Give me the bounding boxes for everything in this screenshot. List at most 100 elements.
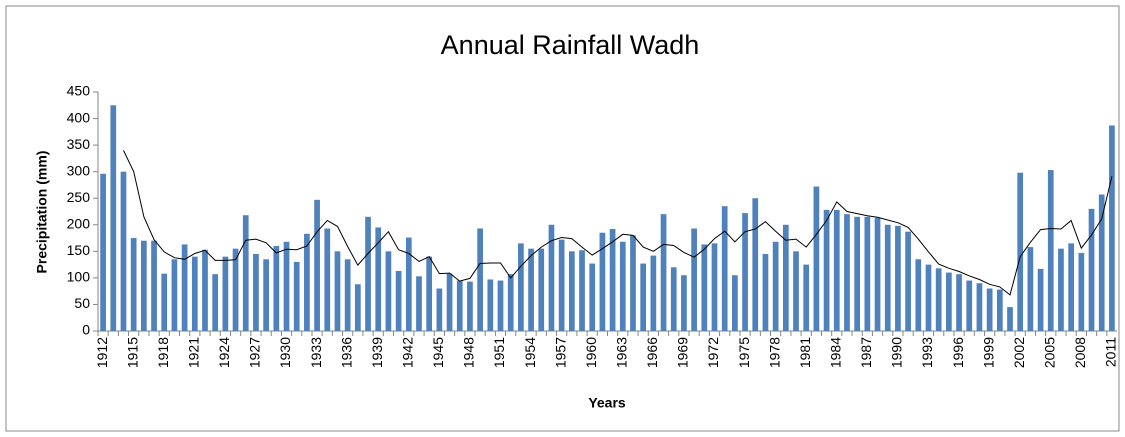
bar [100,173,106,331]
bar [619,241,626,331]
bar [202,249,208,331]
bar [946,272,952,331]
bar [120,171,127,331]
bar [191,256,198,331]
bar [1088,208,1095,331]
chart-border [5,5,1120,432]
bar [1068,243,1074,331]
bar [732,275,738,331]
bar [487,279,494,331]
bar [823,209,830,331]
bar [874,217,881,331]
y-tick-label: 350 [67,136,91,152]
x-tick-label: 1927 [247,337,263,368]
bar [884,224,891,331]
bar [253,253,259,331]
bar [589,263,596,331]
bar [293,261,300,331]
bar [752,198,759,331]
bar [395,270,402,331]
chart-title: Annual Rainfall Wadh [441,30,700,60]
bar [833,209,840,331]
bar [640,263,647,331]
x-tick-label: 2011 [1103,337,1119,367]
bar [772,241,779,331]
bar [416,276,422,331]
moving-average-line [123,150,1113,296]
y-tick-label: 300 [67,162,91,178]
x-tick-label: 1954 [522,337,538,368]
bar [161,273,168,331]
bar [1058,248,1064,331]
x-tick-label: 1987 [858,337,874,368]
x-tick-label: 1924 [216,337,232,368]
bar [1098,194,1105,331]
y-tick-label: 200 [67,215,91,231]
bar [701,244,708,331]
bar [1109,125,1115,332]
bar [375,227,382,331]
x-tick-label: 1990 [889,337,905,368]
bar [232,248,239,331]
x-tick-label: 1981 [797,337,813,368]
bar [630,235,636,331]
x-tick-label: 1936 [338,337,354,368]
y-tick-label: 150 [67,242,91,258]
bar [599,232,606,331]
bar [263,259,269,331]
bar [507,274,514,331]
bar [497,280,504,331]
x-tick-label: 1945 [430,337,446,368]
bar [141,240,147,331]
x-tick-label: 2005 [1041,337,1057,368]
x-tick-label: 1930 [277,337,293,368]
bar [467,281,473,331]
y-tick-label: 50 [74,295,90,311]
bar [864,216,871,331]
bar [915,259,922,331]
x-axis-label: Years [588,395,626,411]
x-tick-label: 1942 [399,337,415,368]
bar [895,225,901,331]
bar [354,284,361,331]
bar [1027,247,1034,331]
x-tick-label: 1957 [552,337,568,368]
x-tick-label: 1996 [950,337,966,368]
y-axis-label: Precipitation (mm) [34,151,50,274]
bar [171,259,178,331]
x-tick-label: 1951 [491,337,507,368]
bar [986,288,993,331]
bar [212,274,219,331]
x-tick-label: 1933 [308,337,324,368]
bar [1007,307,1013,331]
bar [518,243,524,331]
x-tick-label: 1972 [705,337,721,368]
bar [344,259,351,331]
bar [436,288,443,331]
bar [660,214,667,331]
bar [446,273,453,331]
bar [110,105,117,332]
bar [365,216,371,331]
bar [1047,170,1054,331]
bar [324,228,331,331]
bar [742,213,748,331]
bar [1037,268,1044,331]
x-tick-label: 1939 [369,337,385,368]
bar [242,215,249,331]
bar [670,267,677,331]
bar [854,216,861,331]
bar [996,289,1003,331]
x-tick-label: 1999 [980,337,996,368]
x-tick-label: 1918 [155,337,171,368]
x-tick-label: 1960 [583,337,599,368]
bar [782,224,789,331]
x-tick-label: 2008 [1072,337,1088,368]
bar [568,251,575,331]
y-tick-label: 100 [67,269,91,285]
y-tick-label: 450 [67,83,91,99]
y-tick-label: 250 [67,189,91,205]
x-tick-label: 1912 [94,337,110,368]
bar [314,199,320,331]
